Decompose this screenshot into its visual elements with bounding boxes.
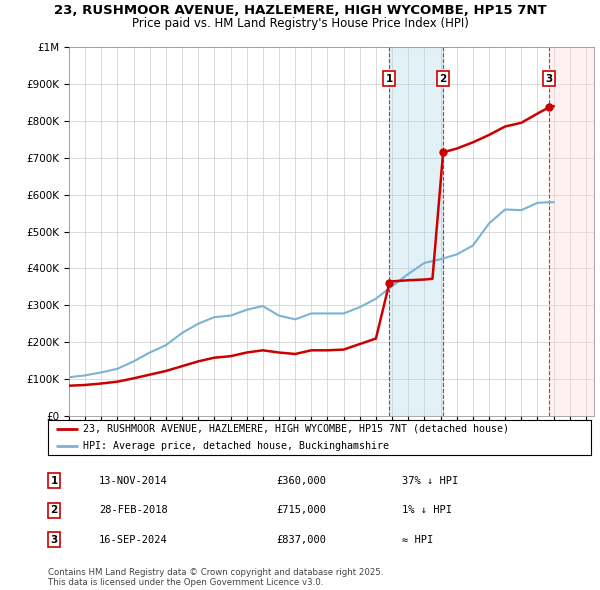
Text: 16-SEP-2024: 16-SEP-2024 [99,535,168,545]
Text: 1% ↓ HPI: 1% ↓ HPI [402,506,452,515]
Text: 2: 2 [439,74,447,84]
Text: 23, RUSHMOOR AVENUE, HAZLEMERE, HIGH WYCOMBE, HP15 7NT (detached house): 23, RUSHMOOR AVENUE, HAZLEMERE, HIGH WYC… [83,424,509,434]
Text: £837,000: £837,000 [276,535,326,545]
Text: £360,000: £360,000 [276,476,326,486]
Text: 28-FEB-2018: 28-FEB-2018 [99,506,168,515]
Text: Contains HM Land Registry data © Crown copyright and database right 2025.
This d: Contains HM Land Registry data © Crown c… [48,568,383,587]
Text: 37% ↓ HPI: 37% ↓ HPI [402,476,458,486]
Text: 13-NOV-2014: 13-NOV-2014 [99,476,168,486]
Text: ≈ HPI: ≈ HPI [402,535,433,545]
Text: HPI: Average price, detached house, Buckinghamshire: HPI: Average price, detached house, Buck… [83,441,389,451]
Bar [549,47,594,416]
Text: 1: 1 [386,74,393,84]
Text: 3: 3 [50,535,58,545]
Bar [389,47,443,416]
Text: 23, RUSHMOOR AVENUE, HAZLEMERE, HIGH WYCOMBE, HP15 7NT: 23, RUSHMOOR AVENUE, HAZLEMERE, HIGH WYC… [53,4,547,17]
Text: Price paid vs. HM Land Registry's House Price Index (HPI): Price paid vs. HM Land Registry's House … [131,17,469,30]
Text: 2: 2 [50,506,58,515]
Text: 3: 3 [545,74,553,84]
Text: 1: 1 [50,476,58,486]
Text: £715,000: £715,000 [276,506,326,515]
